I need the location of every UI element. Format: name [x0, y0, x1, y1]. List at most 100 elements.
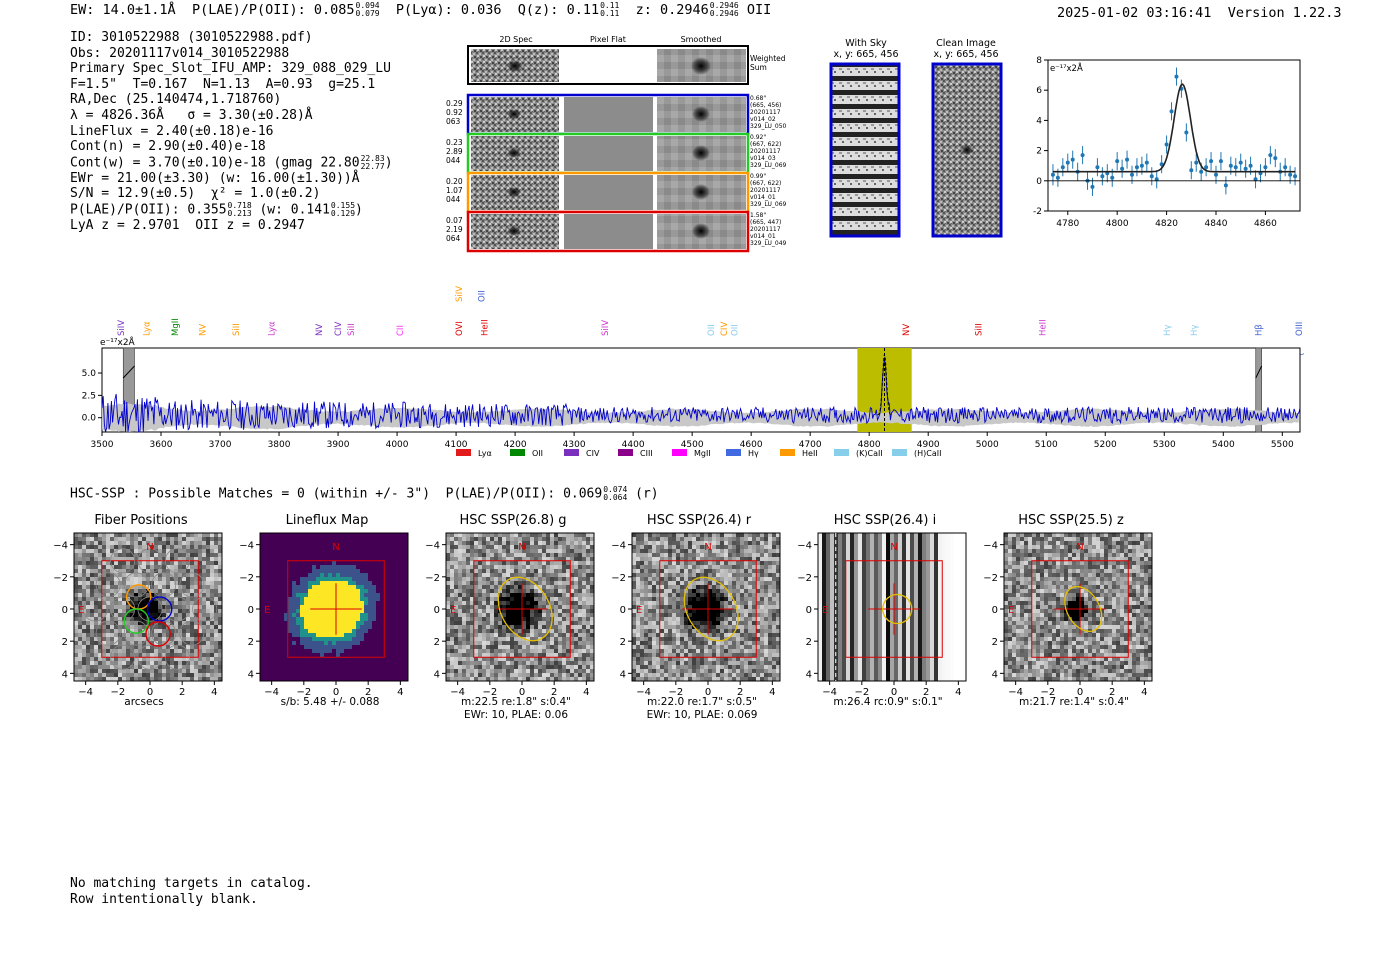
hsc-pixel	[396, 649, 401, 654]
hsc-pixel	[526, 625, 531, 630]
hsc-pixel	[664, 553, 669, 558]
hsc-pixel	[458, 617, 463, 622]
hsc-pixel	[372, 625, 377, 630]
hsc-pixel	[372, 653, 377, 658]
hsc-pixel	[458, 621, 463, 626]
hsc-pixel	[506, 633, 511, 638]
hsc-pixel	[102, 601, 107, 606]
hsc-pixel	[174, 609, 179, 614]
hsc-pixel	[526, 597, 531, 602]
hsc-pixel	[466, 629, 471, 634]
hsc-pixel	[668, 577, 673, 582]
hsc-pixel	[388, 645, 393, 650]
hsc-pixel	[182, 565, 187, 570]
hsc-pixel	[534, 641, 539, 646]
hsc-pixel	[672, 545, 677, 550]
hsc-pixel	[352, 657, 357, 662]
hsc-pixel	[280, 553, 285, 558]
hsc-pixel	[376, 553, 381, 558]
hsc-pixel	[146, 561, 151, 566]
hsc-pixel	[272, 585, 277, 590]
hsc-pixel	[558, 613, 563, 618]
hsc-pixel	[656, 533, 661, 538]
hsc-pixel	[368, 557, 373, 562]
hsc-pixel	[530, 585, 535, 590]
hsc-pixel	[134, 545, 139, 550]
hsc-pixel	[388, 589, 393, 594]
hsc-pixel	[454, 533, 459, 538]
hsc-pixel	[272, 645, 277, 650]
hsc-pixel	[494, 669, 499, 674]
hsc-pixel	[586, 657, 591, 662]
hsc-pixel	[74, 597, 79, 602]
hsc-pixel	[316, 533, 321, 538]
hsc-pixel	[98, 613, 103, 618]
hsc-pixel	[542, 657, 547, 662]
hsc-pixel	[288, 649, 293, 654]
hsc-pixel	[300, 585, 305, 590]
hsc-pixel	[530, 649, 535, 654]
hsc-pixel	[78, 625, 83, 630]
hsc-pixel	[574, 565, 579, 570]
hsc-pixel	[518, 561, 523, 566]
hsc-pixel	[502, 569, 507, 574]
hsc-pixel	[478, 677, 483, 682]
hsc-pixel	[518, 573, 523, 578]
hsc-pixel	[348, 553, 353, 558]
hsc-pixel	[660, 577, 665, 582]
hsc-pixel	[320, 581, 325, 586]
hsc-pixel	[376, 637, 381, 642]
hsc-pixel	[138, 677, 143, 682]
hsc-pixel	[324, 633, 329, 638]
hsc-pixel	[636, 541, 641, 546]
hsc-pixel	[570, 549, 575, 554]
hsc-pixel	[280, 645, 285, 650]
hsc-pixel	[724, 549, 729, 554]
hsc-pixel	[110, 561, 115, 566]
hsc-pixel	[518, 545, 523, 550]
hsc-pixel	[546, 533, 551, 538]
hsc-pixel	[82, 537, 87, 542]
hsc-pixel	[474, 593, 479, 598]
hsc-pixel	[308, 669, 313, 674]
hsc-pixel	[190, 621, 195, 626]
hsc-pixel	[182, 641, 187, 646]
hsc-pixel	[276, 565, 281, 570]
hsc-pixel	[384, 629, 389, 634]
hsc-pixel	[86, 553, 91, 558]
hsc-pixel	[632, 549, 637, 554]
legend-label: OII	[532, 449, 543, 458]
hsc-pixel	[94, 649, 99, 654]
hsc-pixel	[312, 589, 317, 594]
hsc-pixel	[586, 609, 591, 614]
hsc-pixel	[518, 665, 523, 670]
hsc-pixel	[550, 661, 555, 666]
hsc-pixel	[542, 677, 547, 682]
hsc-pixel	[130, 561, 135, 566]
hsc-pixel	[462, 549, 467, 554]
hsc-pixel	[768, 561, 773, 566]
hsc-pixel	[530, 533, 535, 538]
hsc-pixel	[340, 565, 345, 570]
hsc-pixel	[134, 561, 139, 566]
hsc-pixel	[186, 581, 191, 586]
hsc-pixel	[304, 589, 309, 594]
hsc-pixel	[110, 593, 115, 598]
hsc-pixel	[146, 533, 151, 538]
masked-band	[1255, 347, 1262, 433]
hsc-pixel	[288, 609, 293, 614]
hsc-pixel	[90, 541, 95, 546]
hsc-pixel	[348, 673, 353, 678]
hsc-pixel	[210, 561, 215, 566]
hsc-pixel	[486, 641, 491, 646]
hsc-pixel	[466, 541, 471, 546]
hsc-pixel	[482, 557, 487, 562]
hsc-pixel	[574, 669, 579, 674]
hsc-pixel	[264, 665, 269, 670]
hsc-pixel	[122, 577, 127, 582]
fiber-circle	[137, 548, 163, 574]
hsc-pixel	[566, 601, 571, 606]
hsc-pixel	[292, 597, 297, 602]
hsc-pixel	[328, 625, 333, 630]
hsc-pixel	[590, 565, 595, 570]
